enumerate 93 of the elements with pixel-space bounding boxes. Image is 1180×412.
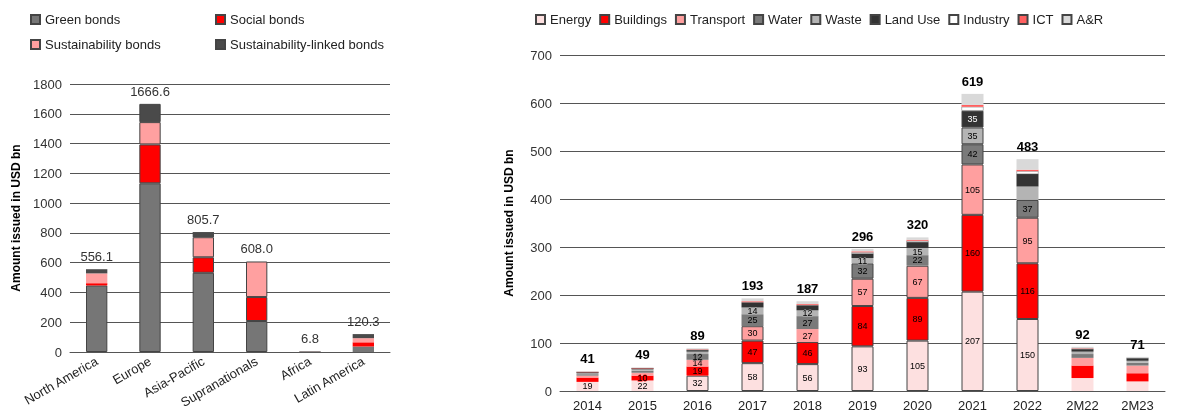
- x-tick-label: 2017: [738, 398, 767, 412]
- y-tick-label: 400: [530, 191, 552, 207]
- total-label: 320: [906, 217, 929, 233]
- total-label: 6.8: [300, 330, 320, 346]
- total-label: 1666.6: [130, 83, 170, 99]
- y-tick-label: 600: [530, 95, 552, 111]
- legend-label: Sustainability bonds: [45, 37, 162, 52]
- data-label: 160: [964, 248, 981, 259]
- x-tick-label: 2022: [1013, 398, 1042, 412]
- legend-label: Water: [768, 12, 803, 27]
- data-label: 14: [747, 305, 758, 316]
- data-label: 42: [967, 149, 978, 160]
- x-tick-label: 2021: [958, 398, 987, 412]
- y-tick-label: 0: [54, 344, 62, 360]
- data-label: 27: [802, 317, 813, 328]
- total-label: 556.1: [80, 249, 113, 265]
- y-tick-label: 400: [40, 284, 62, 300]
- data-label: 46: [802, 348, 813, 359]
- legend-label: Social bonds: [230, 12, 305, 27]
- data-label: 19: [692, 366, 703, 377]
- x-tick-label: 2016: [683, 398, 712, 412]
- y-tick-label: 200: [40, 314, 62, 330]
- total-label: 608.0: [240, 241, 273, 257]
- data-label: 15: [912, 246, 923, 257]
- data-label: 47: [747, 346, 758, 357]
- x-tick-label: 2018: [793, 398, 822, 412]
- data-label: 11: [857, 255, 868, 266]
- data-label: 25: [747, 315, 758, 326]
- x-tick-label: 2M22: [1066, 398, 1099, 412]
- y-axis-title: Amount issued in USD bn: [9, 144, 24, 292]
- legend-label: Land Use: [884, 12, 941, 27]
- x-tick-label: 2015: [628, 398, 657, 412]
- data-label: 93: [857, 363, 868, 374]
- data-label: 56: [802, 372, 813, 383]
- y-axis-title: Amount issued in USD bn: [502, 149, 516, 297]
- total-label: 187: [796, 281, 819, 297]
- legend-label: Buildings: [614, 12, 668, 27]
- data-label: 30: [747, 328, 758, 339]
- legend-label: Sustainability-linked bonds: [230, 37, 385, 52]
- y-tick-label: 1000: [33, 195, 62, 211]
- data-label: 105: [909, 360, 926, 371]
- total-label: 483: [1016, 139, 1039, 155]
- data-label: 35: [967, 114, 978, 125]
- data-label: 37: [1022, 203, 1033, 214]
- total-label: 49: [635, 347, 650, 363]
- y-tick-label: 300: [530, 239, 552, 255]
- x-tick-label: 2019: [848, 398, 877, 412]
- y-tick-label: 1800: [33, 76, 62, 92]
- y-tick-label: 1400: [33, 136, 62, 152]
- data-label: 89: [912, 314, 923, 325]
- data-label: 19: [582, 381, 593, 392]
- y-tick-label: 1600: [33, 106, 62, 122]
- y-tick-label: 100: [530, 335, 552, 351]
- data-label: 27: [802, 330, 813, 341]
- total-label: 805.7: [187, 212, 220, 228]
- legend-label: Waste: [825, 12, 862, 27]
- data-label: 105: [964, 184, 981, 195]
- data-label: 67: [912, 276, 923, 287]
- data-label: 32: [857, 266, 868, 276]
- data-label: 95: [1022, 235, 1033, 246]
- legend-label: Green bonds: [45, 12, 121, 27]
- x-tick-label: 2020: [903, 398, 932, 412]
- y-tick-label: 600: [40, 255, 62, 271]
- data-label: 58: [747, 372, 758, 383]
- total-label: 296: [851, 228, 874, 244]
- x-tick-label: 2014: [573, 398, 602, 412]
- data-label: 35: [967, 130, 978, 141]
- legend-label: ICT: [1032, 12, 1054, 27]
- data-label: 57: [857, 287, 868, 298]
- data-label: 22: [912, 255, 923, 266]
- total-label: 619: [961, 73, 984, 89]
- legend-label: Industry: [963, 12, 1011, 27]
- data-label: 12: [802, 308, 813, 319]
- y-tick-label: 700: [530, 47, 552, 63]
- total-label: 41: [580, 351, 595, 367]
- y-tick-label: 1200: [33, 165, 62, 181]
- legend-label: Transport: [689, 12, 746, 27]
- total-label: 89: [690, 328, 705, 344]
- data-label: 116: [1020, 286, 1035, 297]
- data-label: 84: [857, 321, 868, 332]
- y-tick-label: 0: [544, 383, 552, 399]
- total-label: 193: [741, 278, 764, 294]
- y-tick-label: 500: [530, 143, 552, 159]
- x-tick-label: 2M23: [1121, 398, 1154, 412]
- data-label: 150: [1019, 350, 1036, 360]
- legend-label: A&R: [1076, 12, 1104, 27]
- legend-label: Energy: [550, 12, 592, 27]
- y-tick-label: 800: [40, 225, 62, 241]
- total-label: 92: [1075, 326, 1090, 342]
- x-tick-label: Africa: [277, 353, 315, 384]
- data-label: 32: [692, 378, 703, 389]
- data-label: 207: [964, 336, 981, 347]
- y-tick-label: 200: [530, 287, 552, 303]
